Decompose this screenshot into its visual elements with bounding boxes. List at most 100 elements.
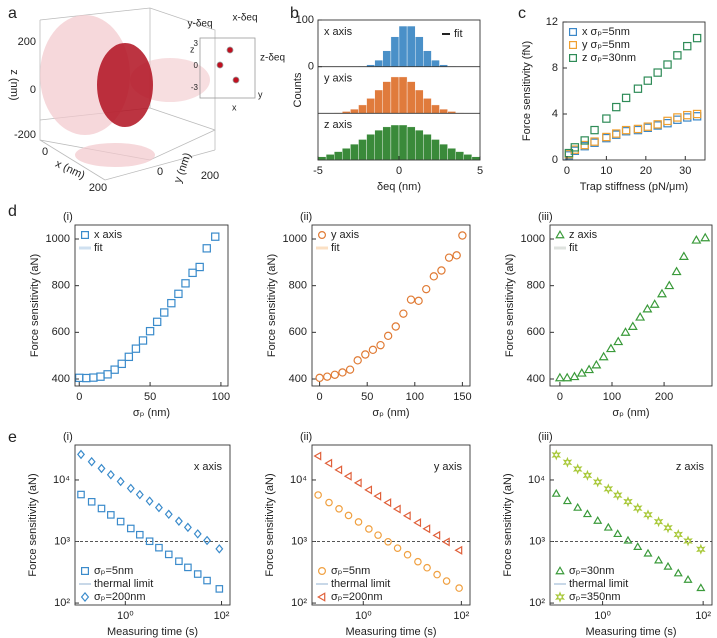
panel-sublabel: (i): [63, 431, 73, 443]
data-point: [562, 456, 573, 468]
data-point: [569, 371, 580, 381]
data-point: [116, 517, 125, 526]
data-point: [403, 550, 412, 559]
y-tick-label: 800: [527, 280, 545, 292]
x-tick-label: 20: [640, 165, 652, 177]
data-point: [376, 340, 385, 350]
hist-bar: [398, 124, 408, 161]
data-point: [75, 373, 84, 383]
hist-bar: [431, 104, 440, 114]
x-tick-label: 5: [477, 165, 483, 177]
legend-label: x σₚ=5nm: [582, 26, 630, 38]
data-point: [612, 129, 621, 138]
x-tick-label: 200: [89, 182, 107, 194]
y-tick-label: 10³: [54, 535, 70, 547]
hist-bar: [334, 151, 343, 161]
legend-label: z σₚ=30nm: [582, 52, 636, 64]
data-point: [683, 574, 693, 583]
data-point: [175, 557, 183, 566]
data-point: [181, 279, 190, 288]
x-tick-label: 10⁰: [594, 610, 611, 622]
legend-label: y σₚ=5nm: [582, 39, 630, 51]
data-point: [97, 463, 106, 474]
y-tick-label: 200: [201, 170, 219, 182]
legend-marker: [317, 592, 326, 602]
z-tick-label: -200: [14, 129, 36, 141]
data-point: [584, 364, 595, 374]
data-point: [313, 451, 322, 461]
data-point: [582, 469, 593, 481]
data-point: [110, 365, 119, 374]
data-point: [344, 511, 353, 520]
data-point: [582, 509, 593, 518]
data-point: [422, 284, 431, 294]
y-tick-label: 0: [157, 166, 163, 178]
x-tick-label: 0: [76, 391, 82, 403]
data-point: [184, 563, 192, 572]
data-point: [423, 563, 431, 572]
data-point: [145, 326, 155, 336]
x-axis-label: σₚ (nm): [612, 407, 649, 419]
data-point: [620, 327, 631, 336]
data-point: [603, 522, 613, 531]
hist-bar: [431, 59, 440, 67]
data-point: [663, 116, 672, 126]
hist-bar: [317, 156, 327, 161]
legend-marker: [555, 591, 565, 603]
data-point: [124, 352, 134, 362]
data-point: [413, 518, 422, 528]
hist-bar: [390, 124, 400, 161]
data-point: [399, 309, 408, 318]
inset-box: [199, 37, 256, 99]
data-point: [383, 331, 393, 341]
data-point: [458, 231, 467, 240]
data-point: [393, 544, 402, 552]
x-axis-label: Trap stiffness (pN/μm): [580, 181, 688, 193]
data-point: [343, 471, 352, 481]
hist-bar: [415, 36, 424, 67]
data-point: [361, 350, 370, 359]
hist-bar: [406, 25, 416, 67]
data-point: [116, 476, 125, 487]
data-point: [195, 262, 204, 272]
data-point: [551, 488, 561, 497]
hist-bar: [366, 134, 375, 161]
data-point: [621, 93, 631, 103]
data-point: [562, 372, 573, 382]
x-tick-label: 0: [396, 165, 402, 177]
data-point: [692, 112, 702, 121]
y-tick-label: 800: [52, 280, 70, 292]
data-point: [354, 518, 363, 526]
legend-label: fit: [331, 242, 340, 254]
data-point: [77, 490, 85, 499]
data-point: [683, 535, 693, 547]
hist-bar: [366, 98, 375, 114]
data-point: [649, 299, 660, 308]
data-point: [203, 535, 212, 546]
inset-label: y-δeq: [187, 19, 212, 30]
data-point: [87, 456, 96, 467]
y-tick-label: 10³: [529, 535, 545, 547]
data-point: [203, 576, 211, 585]
data-point: [155, 543, 163, 552]
y-tick-label: 0: [552, 154, 558, 166]
hist-bar: [350, 108, 359, 114]
data-point: [653, 68, 662, 77]
data-point: [653, 516, 664, 528]
x-tick-label: 0: [317, 391, 323, 403]
data-point: [338, 368, 347, 377]
data-point: [345, 365, 355, 374]
data-point: [678, 251, 689, 260]
data-point: [131, 344, 141, 353]
legend-marker: [568, 40, 577, 49]
data-point: [353, 478, 362, 488]
data-point: [654, 555, 664, 564]
y-tick-label: 10²: [529, 597, 545, 609]
y-tick-label: 600: [52, 326, 70, 338]
x-tick-label: 50: [144, 391, 156, 403]
data-point: [623, 535, 633, 544]
data-point: [432, 530, 441, 540]
x-axis-label: Measuring time (s): [345, 626, 436, 638]
data-point: [77, 449, 85, 460]
panel-letter: d: [8, 203, 17, 220]
